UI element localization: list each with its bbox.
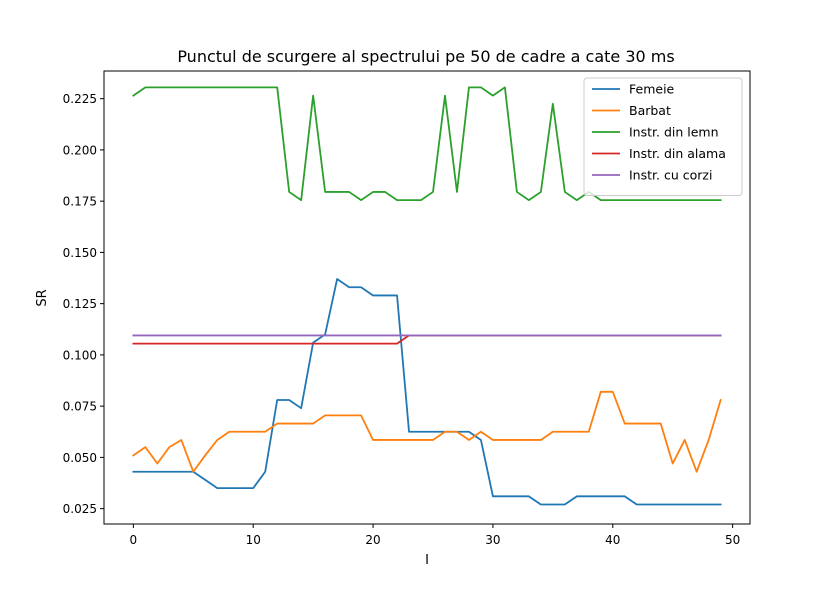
y-tick-label: 0.150 <box>63 246 97 260</box>
x-tick-label: 30 <box>485 533 500 547</box>
legend-box <box>583 77 743 196</box>
series-line-2 <box>132 86 722 202</box>
y-axis-ticks: 0.025 0.050 0.075 0.100 0.125 0.150 0.175 0.200… <box>63 92 104 516</box>
y-axis-label: SR <box>35 289 50 306</box>
series-line-0 <box>132 278 722 506</box>
y-tick-label: 0.225 <box>63 92 97 106</box>
y-tick-label: 0.125 <box>63 297 97 311</box>
x-axis-ticks: 0 10 20 30 40 50 <box>130 524 740 547</box>
legend-label: Instr. din alama <box>629 146 726 161</box>
y-tick-label: 0.050 <box>63 451 97 465</box>
y-tick-label: 0.175 <box>63 195 97 209</box>
x-tick-label: 10 <box>246 533 261 547</box>
legend-label: Instr. din lemn <box>629 125 719 140</box>
legend-label: Femeie <box>629 82 675 97</box>
series-line-1 <box>132 390 722 473</box>
x-tick-label: 40 <box>605 533 620 547</box>
plot-area-frame <box>103 70 751 525</box>
series-lines <box>132 86 722 506</box>
y-tick-label: 0.100 <box>63 348 97 362</box>
legend-label: Barbat <box>629 103 671 118</box>
y-tick-label: 0.025 <box>63 502 97 516</box>
x-axis-label: I <box>425 553 429 568</box>
legend: Femeie Barbat Instr. din lemn Instr. din al… <box>583 77 743 196</box>
y-tick-label: 0.075 <box>63 400 97 414</box>
x-tick-label: 0 <box>130 533 138 547</box>
legend-label: Instr. cu corzi <box>629 168 712 183</box>
x-tick-label: 50 <box>725 533 740 547</box>
y-tick-label: 0.200 <box>63 143 97 157</box>
chart-title: Punctul de scurgere al spectrului pe 50 … <box>177 47 674 66</box>
x-tick-label: 20 <box>365 533 380 547</box>
